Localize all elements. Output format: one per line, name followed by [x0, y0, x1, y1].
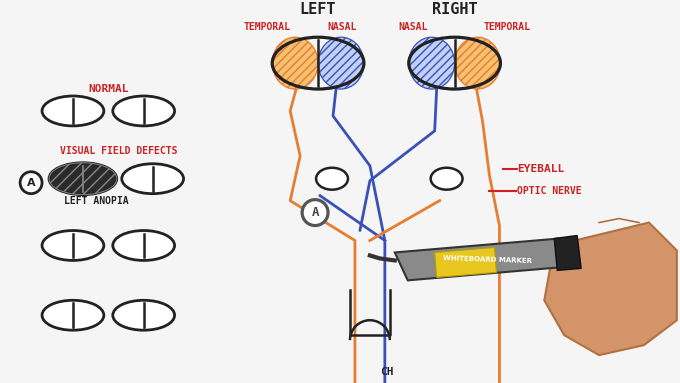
Text: TEMPORAL: TEMPORAL [484, 22, 531, 32]
Ellipse shape [122, 164, 184, 194]
Text: EYEBALL: EYEBALL [517, 164, 564, 174]
Ellipse shape [409, 37, 455, 89]
Text: LEFT ANOPIA: LEFT ANOPIA [63, 196, 128, 206]
Text: CH: CH [380, 367, 394, 377]
Text: TEMPORAL: TEMPORAL [243, 22, 291, 32]
Text: VISUAL FIELD DEFECTS: VISUAL FIELD DEFECTS [60, 146, 177, 156]
Ellipse shape [42, 231, 104, 260]
Ellipse shape [113, 300, 175, 330]
Polygon shape [395, 239, 571, 280]
Circle shape [20, 172, 42, 194]
Text: RIGHT: RIGHT [432, 2, 477, 17]
Text: NORMAL: NORMAL [88, 84, 129, 94]
Ellipse shape [316, 168, 348, 190]
Text: WHITEBOARD MARKER: WHITEBOARD MARKER [443, 255, 532, 264]
Ellipse shape [113, 231, 175, 260]
Text: NASAL: NASAL [398, 22, 428, 32]
Circle shape [302, 200, 328, 226]
Ellipse shape [318, 37, 364, 89]
Ellipse shape [42, 300, 104, 330]
Ellipse shape [49, 163, 117, 195]
Text: LEFT: LEFT [300, 2, 337, 17]
Text: OPTIC NERVE: OPTIC NERVE [517, 186, 582, 196]
Ellipse shape [430, 168, 462, 190]
Ellipse shape [113, 96, 175, 126]
Text: A: A [311, 206, 319, 219]
Text: NASAL: NASAL [327, 22, 357, 32]
Polygon shape [554, 236, 581, 270]
Ellipse shape [42, 96, 104, 126]
Ellipse shape [272, 37, 318, 89]
Text: A: A [27, 178, 35, 188]
Ellipse shape [455, 37, 500, 89]
Polygon shape [544, 223, 677, 355]
Polygon shape [435, 247, 496, 277]
